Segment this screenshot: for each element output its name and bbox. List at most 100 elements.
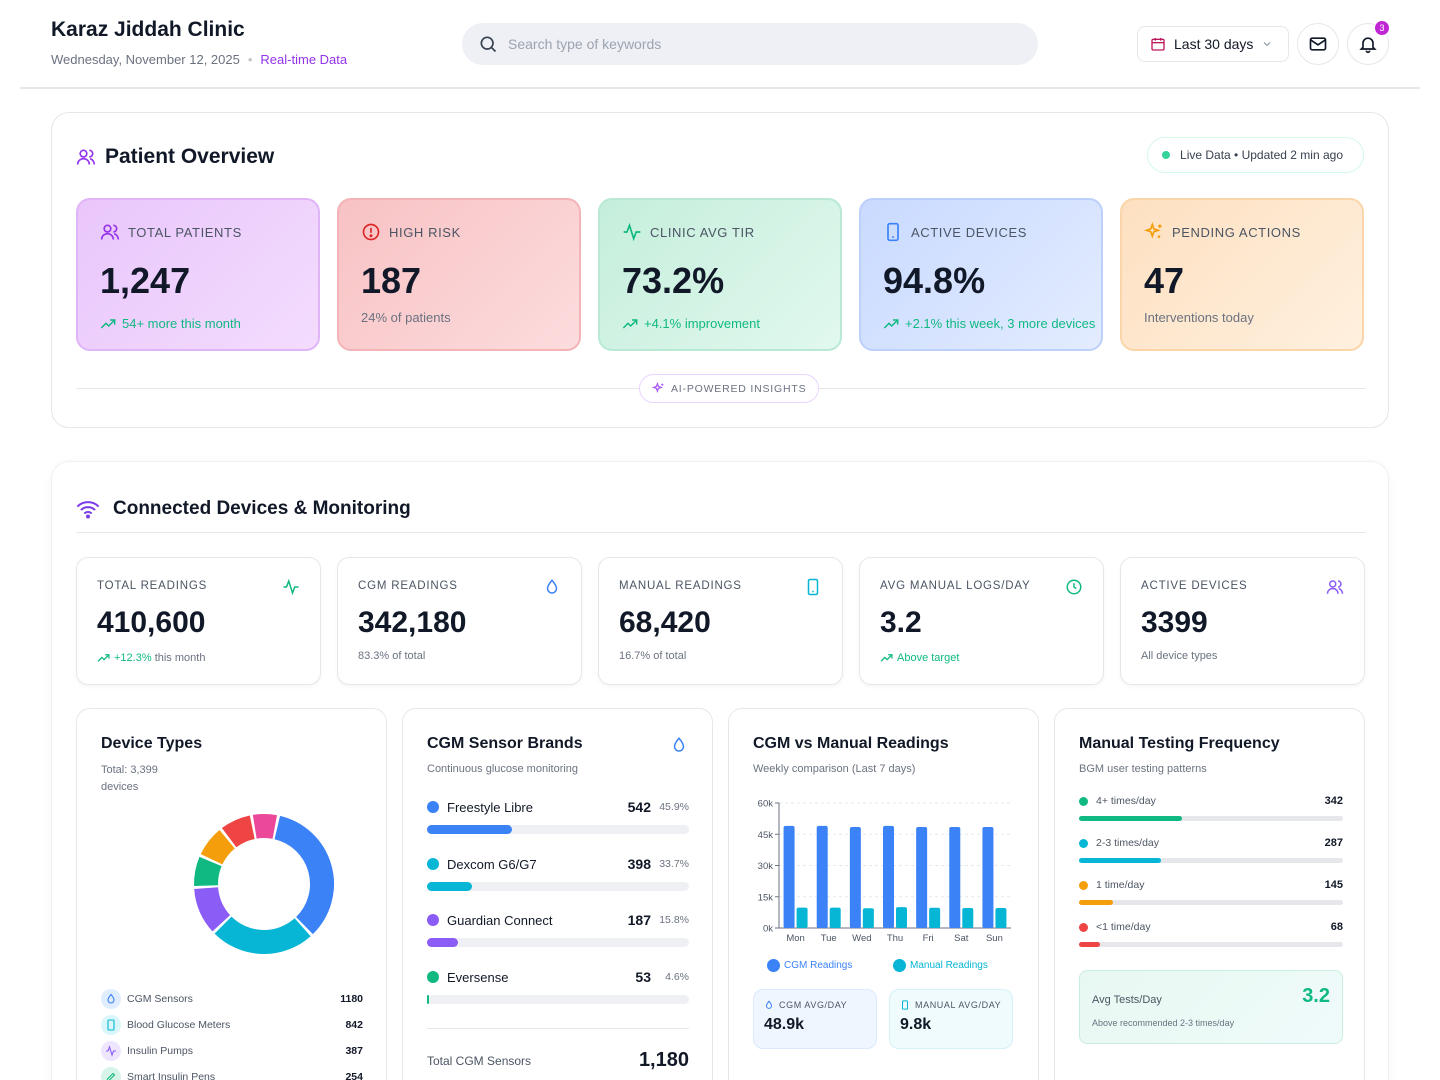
bar-cgm[interactable] — [849, 826, 861, 928]
brand-dot — [427, 971, 439, 983]
donut-slice[interactable] — [214, 916, 311, 954]
users-icon — [76, 149, 96, 165]
kpi-total-patients[interactable]: TOTAL PATIENTS 1,247 54+ more this month — [76, 198, 320, 351]
stat-label: TOTAL READINGS — [97, 580, 208, 592]
kpi-foot: 54+ more this month — [122, 316, 241, 331]
brand-value: 187 — [627, 912, 651, 928]
brand-item-freestyle-libre[interactable]: Freestyle Libre 542 45.9% — [427, 799, 689, 834]
avg-tests-value: 3.2 — [1302, 985, 1330, 1007]
live-status-text: Live Data • Updated 2 min ago — [1180, 148, 1343, 162]
stat-cgm-readings[interactable]: CGM READINGS 342,180 83.3% of total — [337, 557, 582, 685]
stat-avg-manual-logs[interactable]: AVG MANUAL LOGS/DAY 3.2 Above target — [859, 557, 1104, 685]
stat-label: ACTIVE DEVICES — [1141, 580, 1248, 592]
legend-cgm[interactable]: CGM Readings — [767, 959, 852, 972]
brand-pct: 4.6% — [665, 971, 689, 983]
bar-cgm[interactable] — [883, 825, 894, 928]
bar-manual[interactable] — [962, 908, 974, 928]
bar-cgm[interactable] — [783, 825, 795, 928]
kpi-active-devices[interactable]: ACTIVE DEVICES 94.8% +2.1% this week, 3 … — [859, 198, 1103, 351]
patient-overview-card: Patient Overview Live Data • Updated 2 m… — [51, 112, 1389, 428]
freq-dot — [1079, 838, 1088, 848]
bell-icon — [1359, 37, 1377, 54]
notifications-button[interactable]: 3 — [1347, 20, 1390, 65]
bar-manual[interactable] — [796, 907, 808, 928]
y-tick-label: 30k — [758, 861, 774, 872]
freq-progress-track — [1079, 858, 1343, 863]
brand-name: Dexcom G6/G7 — [447, 856, 537, 872]
donut-slice[interactable] — [194, 886, 231, 932]
freq-label: <1 time/day — [1096, 921, 1151, 933]
donut-slice[interactable] — [252, 814, 278, 839]
freq-item-2-3[interactable]: 2-3 times/day 287 — [1079, 837, 1343, 863]
realtime-label: Real-time Data — [260, 52, 348, 67]
stat-active-devices[interactable]: ACTIVE DEVICES 3399 All device types — [1120, 557, 1365, 685]
date-range-select[interactable]: Last 30 days — [1137, 26, 1289, 62]
total-line: Total: 3,399 — [101, 764, 158, 776]
bar-cgm[interactable] — [916, 826, 928, 928]
kpi-label: TOTAL PATIENTS — [128, 224, 242, 240]
freq-item-lt1[interactable]: <1 time/day 68 — [1079, 921, 1343, 947]
bar-manual[interactable] — [862, 908, 874, 928]
users-icon — [100, 224, 120, 240]
donut-slice[interactable] — [200, 829, 236, 865]
donut-slice[interactable] — [194, 856, 222, 886]
messages-button[interactable] — [1297, 23, 1339, 65]
brand-item-dexcom[interactable]: Dexcom G6/G7 398 33.7% — [427, 856, 689, 891]
legend-item-cgm-sensors[interactable]: CGM Sensors 1180 — [101, 989, 363, 1009]
bar-cgm[interactable] — [816, 825, 828, 928]
sparkles-icon — [652, 382, 664, 394]
stat-value: 3.2 — [880, 606, 922, 639]
donut-slice[interactable] — [221, 815, 256, 848]
bar-manual[interactable] — [929, 907, 941, 928]
legend-item-smart-insulin-pens[interactable]: Smart Insulin Pens 254 — [101, 1067, 363, 1080]
brand-pct: 33.7% — [659, 858, 689, 870]
freq-item-4plus[interactable]: 4+ times/day 342 — [1079, 795, 1343, 821]
x-tick-label: Mon — [786, 933, 804, 944]
kpi-high-risk[interactable]: HIGH RISK 187 24% of patients — [337, 198, 581, 351]
wifi-icon — [77, 501, 99, 519]
stat-manual-readings[interactable]: MANUAL READINGS 68,420 16.7% of total — [598, 557, 843, 685]
search-bar[interactable] — [462, 23, 1038, 65]
kpi-clinic-avg-tir[interactable]: CLINIC AVG TIR 73.2% +4.1% improvement — [598, 198, 842, 351]
legend-label: Insulin Pumps — [127, 1045, 193, 1057]
tablet-icon — [902, 1000, 908, 1010]
search-input[interactable] — [508, 36, 988, 52]
stat-total-readings[interactable]: TOTAL READINGS 410,600 +12.3% this month — [76, 557, 321, 685]
bar-manual[interactable] — [995, 908, 1007, 928]
kpi-value: 1,247 — [100, 260, 191, 301]
freq-label: 1 time/day — [1096, 879, 1145, 891]
ai-insights-button[interactable]: AI-POWERED INSIGHTS — [639, 374, 820, 403]
mini-label: MANUAL AVG/DAY — [915, 1000, 1002, 1010]
kpi-pending-actions[interactable]: PENDING ACTIONS 47 Interventions today — [1120, 198, 1364, 351]
bar-manual[interactable] — [829, 907, 841, 928]
donut-slice[interactable] — [274, 815, 334, 935]
brand-item-eversense[interactable]: Eversense 53 4.6% — [427, 969, 689, 1004]
x-tick-label: Wed — [852, 933, 871, 944]
legend-item-blood-glucose-meters[interactable]: Blood Glucose Meters 842 — [101, 1015, 363, 1035]
legend-item-insulin-pumps[interactable]: Insulin Pumps 387 — [101, 1041, 363, 1061]
bar-cgm[interactable] — [982, 826, 994, 928]
bar-cgm[interactable] — [949, 826, 961, 928]
bar-manual[interactable] — [896, 907, 907, 928]
top-header: Karaz Jiddah Clinic Wednesday, November … — [20, 0, 1420, 89]
x-tick-label: Fri — [923, 933, 934, 944]
live-dot — [1162, 151, 1171, 159]
brand-item-guardian-connect[interactable]: Guardian Connect 187 15.8% — [427, 912, 689, 947]
legend-value: 1180 — [340, 993, 363, 1005]
brand-dot — [427, 801, 439, 813]
avg-tests-label: Avg Tests/Day — [1092, 993, 1162, 1006]
divider — [76, 532, 1366, 533]
brand-name: Guardian Connect — [447, 912, 553, 928]
total-cgm-label: Total CGM Sensors — [427, 1053, 532, 1068]
activity-icon — [623, 222, 641, 242]
freq-value: 342 — [1324, 795, 1343, 807]
separator-dot: • — [247, 52, 253, 67]
manual-frequency-panel: Manual Testing Frequency BGM user testin… — [1054, 708, 1365, 1080]
panel-title: Device Types — [101, 735, 203, 752]
legend-manual[interactable]: Manual Readings — [893, 959, 988, 972]
date-range-label: Last 30 days — [1174, 36, 1254, 52]
brand-value: 542 — [627, 799, 651, 815]
pen-icon — [101, 1067, 121, 1080]
freq-item-1[interactable]: 1 time/day 145 — [1079, 879, 1343, 905]
kpi-value: 47 — [1144, 260, 1185, 301]
